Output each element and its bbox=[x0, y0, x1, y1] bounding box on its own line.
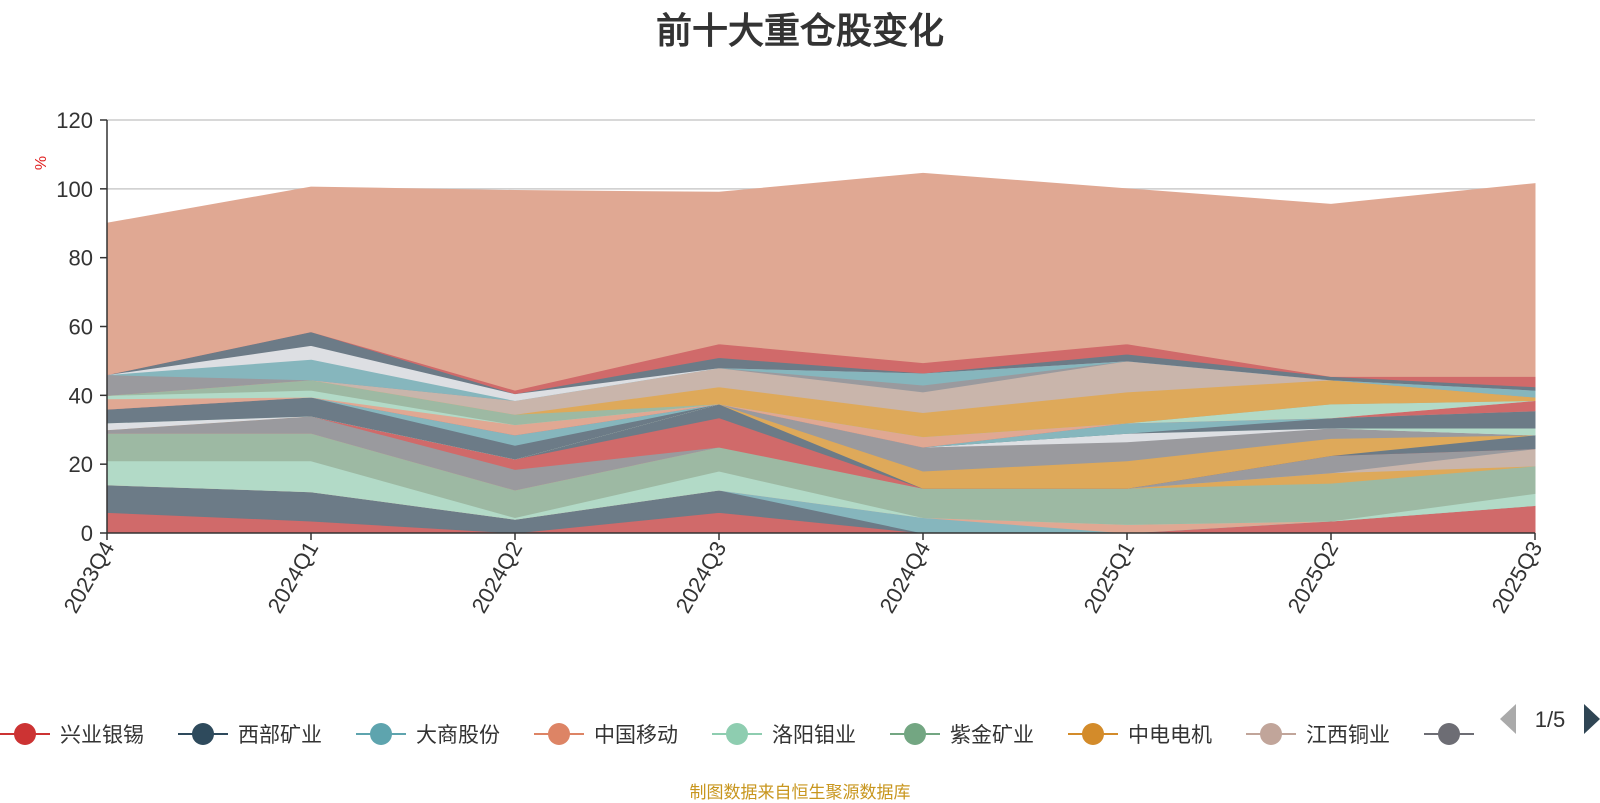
x-tick-label: 2025Q1 bbox=[1079, 537, 1140, 617]
legend-item-7[interactable]: 江西铜业 bbox=[1246, 723, 1390, 747]
x-tick-label: 2024Q4 bbox=[875, 537, 936, 617]
y-tick-label: 80 bbox=[69, 246, 93, 271]
legend-pager: 1/5 bbox=[1500, 704, 1600, 734]
legend-label: 洛阳钼业 bbox=[772, 724, 856, 747]
legend-label: 中国移动 bbox=[594, 724, 678, 747]
chart-title: 前十大重仓股变化 bbox=[655, 10, 944, 51]
legend-item-8[interactable] bbox=[1424, 723, 1474, 745]
legend-page-indicator: 1/5 bbox=[1535, 707, 1566, 732]
data-source-footer: 制图数据来自恒生聚源数据库 bbox=[689, 783, 911, 802]
legend-prev-icon[interactable] bbox=[1500, 704, 1516, 734]
legend-marker-icon bbox=[904, 723, 926, 745]
legend-label: 中电电机 bbox=[1128, 724, 1212, 747]
legend-marker-icon bbox=[548, 723, 570, 745]
legend-marker-icon bbox=[1260, 723, 1282, 745]
x-tick-label: 2024Q3 bbox=[671, 537, 732, 617]
y-tick-label: 0 bbox=[81, 521, 93, 546]
legend-marker-icon bbox=[14, 723, 36, 745]
legend-item-1[interactable]: 西部矿业 bbox=[178, 723, 322, 747]
x-tick-label: 2025Q3 bbox=[1487, 537, 1548, 617]
legend-item-2[interactable]: 大商股份 bbox=[356, 723, 500, 747]
y-tick-label: 40 bbox=[69, 383, 93, 408]
area-series bbox=[106, 172, 1536, 534]
y-tick-label: 60 bbox=[69, 315, 93, 340]
legend-label: 兴业银锡 bbox=[60, 724, 144, 747]
x-tick-label: 2024Q1 bbox=[263, 537, 324, 617]
y-tick-label: 100 bbox=[56, 177, 93, 202]
legend-label: 大商股份 bbox=[416, 724, 500, 747]
y-axis-unit-label: % bbox=[33, 156, 50, 170]
legend-item-6[interactable]: 中电电机 bbox=[1068, 723, 1212, 747]
x-tick-label: 2025Q2 bbox=[1283, 537, 1344, 617]
legend-marker-icon bbox=[370, 723, 392, 745]
legend-marker-icon bbox=[1082, 723, 1104, 745]
legend-marker-icon bbox=[726, 723, 748, 745]
legend-label: 紫金矿业 bbox=[950, 724, 1034, 747]
legend-item-5[interactable]: 紫金矿业 bbox=[890, 723, 1034, 747]
legend-item-4[interactable]: 洛阳钼业 bbox=[712, 723, 856, 747]
legend-label: 江西铜业 bbox=[1306, 724, 1390, 747]
x-tick-label: 2024Q2 bbox=[467, 537, 528, 617]
legend-next-icon[interactable] bbox=[1584, 704, 1600, 734]
legend-marker-icon bbox=[192, 723, 214, 745]
legend-marker-icon bbox=[1438, 723, 1460, 745]
y-tick-label: 20 bbox=[69, 452, 93, 477]
area-series-28[interactable] bbox=[106, 172, 1536, 391]
legend[interactable]: 兴业银锡 西部矿业 大商股份 中国移动 洛阳钼业 紫金矿业 中电电机 江西铜业 bbox=[0, 723, 1474, 747]
legend-item-3[interactable]: 中国移动 bbox=[534, 723, 678, 747]
legend-label: 西部矿业 bbox=[238, 724, 322, 747]
y-tick-label: 120 bbox=[56, 108, 93, 133]
x-tick-label: 2023Q4 bbox=[59, 537, 120, 617]
legend-item-0[interactable]: 兴业银锡 bbox=[0, 723, 144, 747]
